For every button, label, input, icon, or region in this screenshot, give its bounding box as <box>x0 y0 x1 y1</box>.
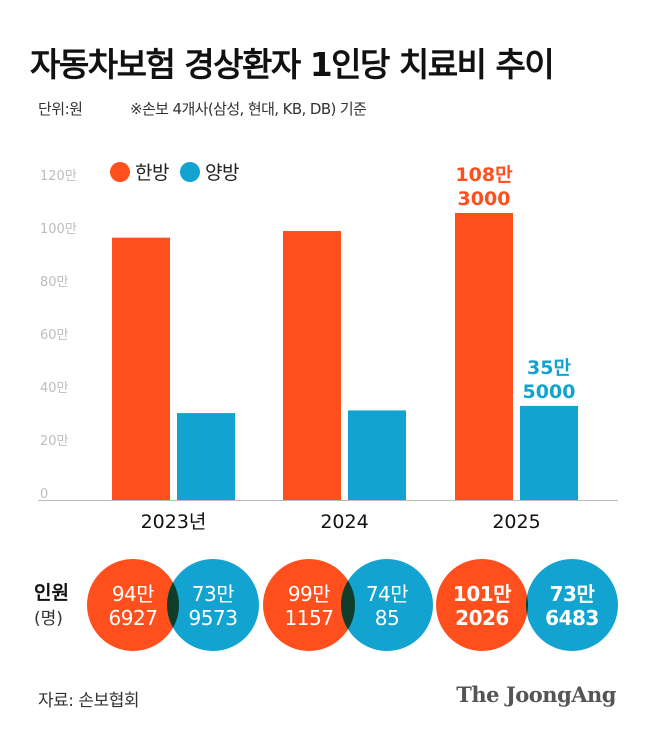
people-2023-western-line1: 73만 <box>191 582 235 606</box>
bar-western-1 <box>348 410 406 500</box>
bar-korean-2 <box>455 213 513 500</box>
legend-western: 양방 <box>180 158 239 185</box>
people-2023-korean-line2: 6927 <box>108 606 158 630</box>
legend-korean-swatch <box>110 161 130 182</box>
people-2025-western-line1: 73만 <box>549 582 595 606</box>
people-circle-korean <box>87 559 179 651</box>
people-2025-western: 73만 6483 <box>527 582 617 630</box>
people-2023-korean-line1: 94만 <box>111 582 155 606</box>
people-circle-overlap <box>167 582 180 628</box>
people-2023-western: 73만 9573 <box>168 582 258 630</box>
people-2024-korean-line2: 1157 <box>284 606 334 630</box>
legend-western-label: 양방 <box>205 162 239 184</box>
people-circle-overlap <box>340 580 355 630</box>
people-circle-korean <box>263 559 355 651</box>
source-note: 자료: 손보협회 <box>38 691 139 711</box>
legend-korean-label: 한방 <box>135 162 169 184</box>
people-unit: (명) <box>34 609 63 629</box>
people-circle-western <box>526 559 618 651</box>
data-label-line2: 3000 <box>458 188 511 210</box>
people-2024-korean: 99만 1157 <box>264 582 354 630</box>
data-label-line2: 5000 <box>523 381 576 403</box>
y-tick-label: 40만 <box>40 381 69 396</box>
people-2024-western-line2: 85 <box>374 606 400 630</box>
bar-western-2 <box>520 405 578 500</box>
people-circle-overlap <box>526 595 528 615</box>
bar-korean-0 <box>112 237 170 500</box>
y-tick-label: 60만 <box>40 328 69 343</box>
data-label-line1: 35만 <box>527 357 571 379</box>
people-2024-western-line1: 74만 <box>365 582 409 606</box>
people-2025-western-line2: 6483 <box>545 606 599 630</box>
legend-korean: 한방 <box>110 158 169 185</box>
legend-western-swatch <box>180 161 200 182</box>
people-2023-western-line2: 9573 <box>188 606 238 630</box>
x-tick-label: 2023년 <box>141 511 207 533</box>
data-label-line1: 108만 <box>455 164 513 186</box>
bar-korean-1 <box>283 231 341 500</box>
y-tick-label: 120만 <box>40 169 77 184</box>
people-circle-western <box>341 559 433 651</box>
people-circle-korean <box>436 559 528 651</box>
people-2025-korean-line1: 101만 <box>452 582 512 606</box>
bar-western-0 <box>177 413 235 500</box>
y-tick-label: 20만 <box>40 434 69 449</box>
people-2025-korean: 101만 2026 <box>437 582 527 630</box>
people-title: 인원 <box>34 582 69 604</box>
y-tick-label: 80만 <box>40 275 69 290</box>
basis-note: ※손보 4개사(삼성, 현대, KB, DB) 기준 <box>130 100 367 118</box>
chart-title: 자동차보험 경상환자 1인당 치료비 추이 <box>30 45 555 84</box>
y-tick-label: 0 <box>40 487 48 502</box>
publisher-logo: The JoongAng <box>456 682 616 707</box>
people-2023-korean: 94만 6927 <box>88 582 178 630</box>
unit-label: 단위:원 <box>38 100 83 118</box>
people-circle-western <box>167 559 259 651</box>
people-2024-korean-line1: 99만 <box>287 582 331 606</box>
x-tick-label: 2025 <box>492 511 540 533</box>
people-2025-korean-line2: 2026 <box>455 606 509 630</box>
y-tick-label: 100만 <box>40 222 77 237</box>
x-tick-label: 2024 <box>320 511 368 533</box>
people-2024-western: 74만 85 <box>342 582 432 630</box>
